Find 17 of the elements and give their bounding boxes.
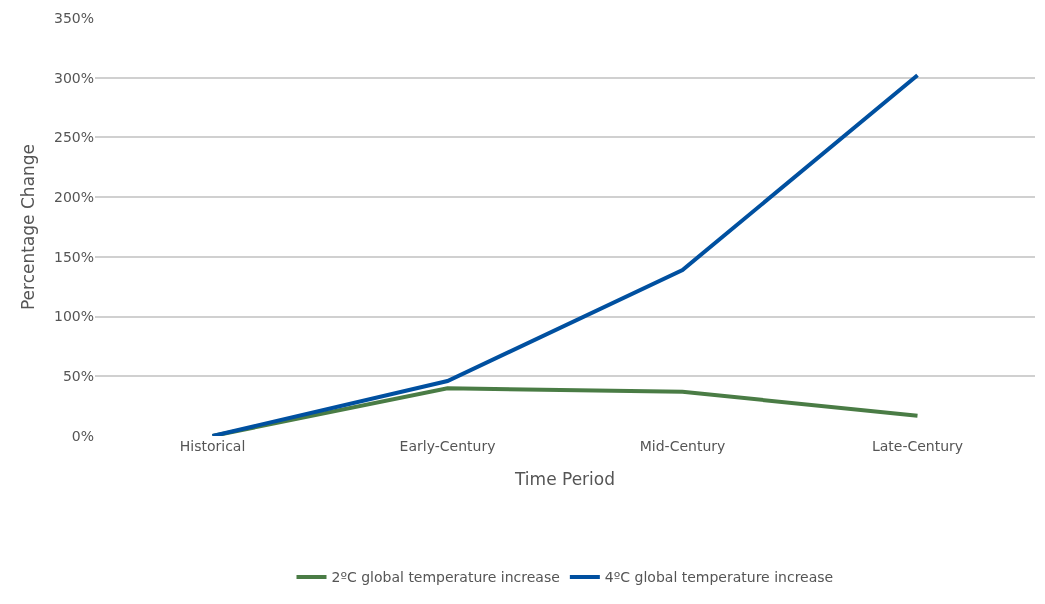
y-tick-label: 350% [53,9,94,26]
y-tick-label: 250% [53,129,94,146]
y-tick-label: 100% [53,308,94,325]
x-axis-title: Time Period [513,469,616,490]
y-tick-label: 300% [53,69,94,86]
y-axis-title: Percentage Change [17,143,38,311]
x-tick-label: Late-Century [871,438,964,454]
y-tick-label: 50% [62,368,94,385]
y-tick-label: 150% [53,248,94,265]
x-tick-label: Early-Century [399,438,496,454]
legend-label: 2ºC global temperature increase [331,569,560,586]
x-tick-label: Historical [179,438,246,454]
y-tick-label: 0% [71,427,94,444]
y-tick-label: 200% [53,189,94,206]
legend-label: 4ºC global temperature increase [604,569,834,586]
line-series [210,73,920,436]
x-tick-label: Mid-Century [639,438,726,454]
